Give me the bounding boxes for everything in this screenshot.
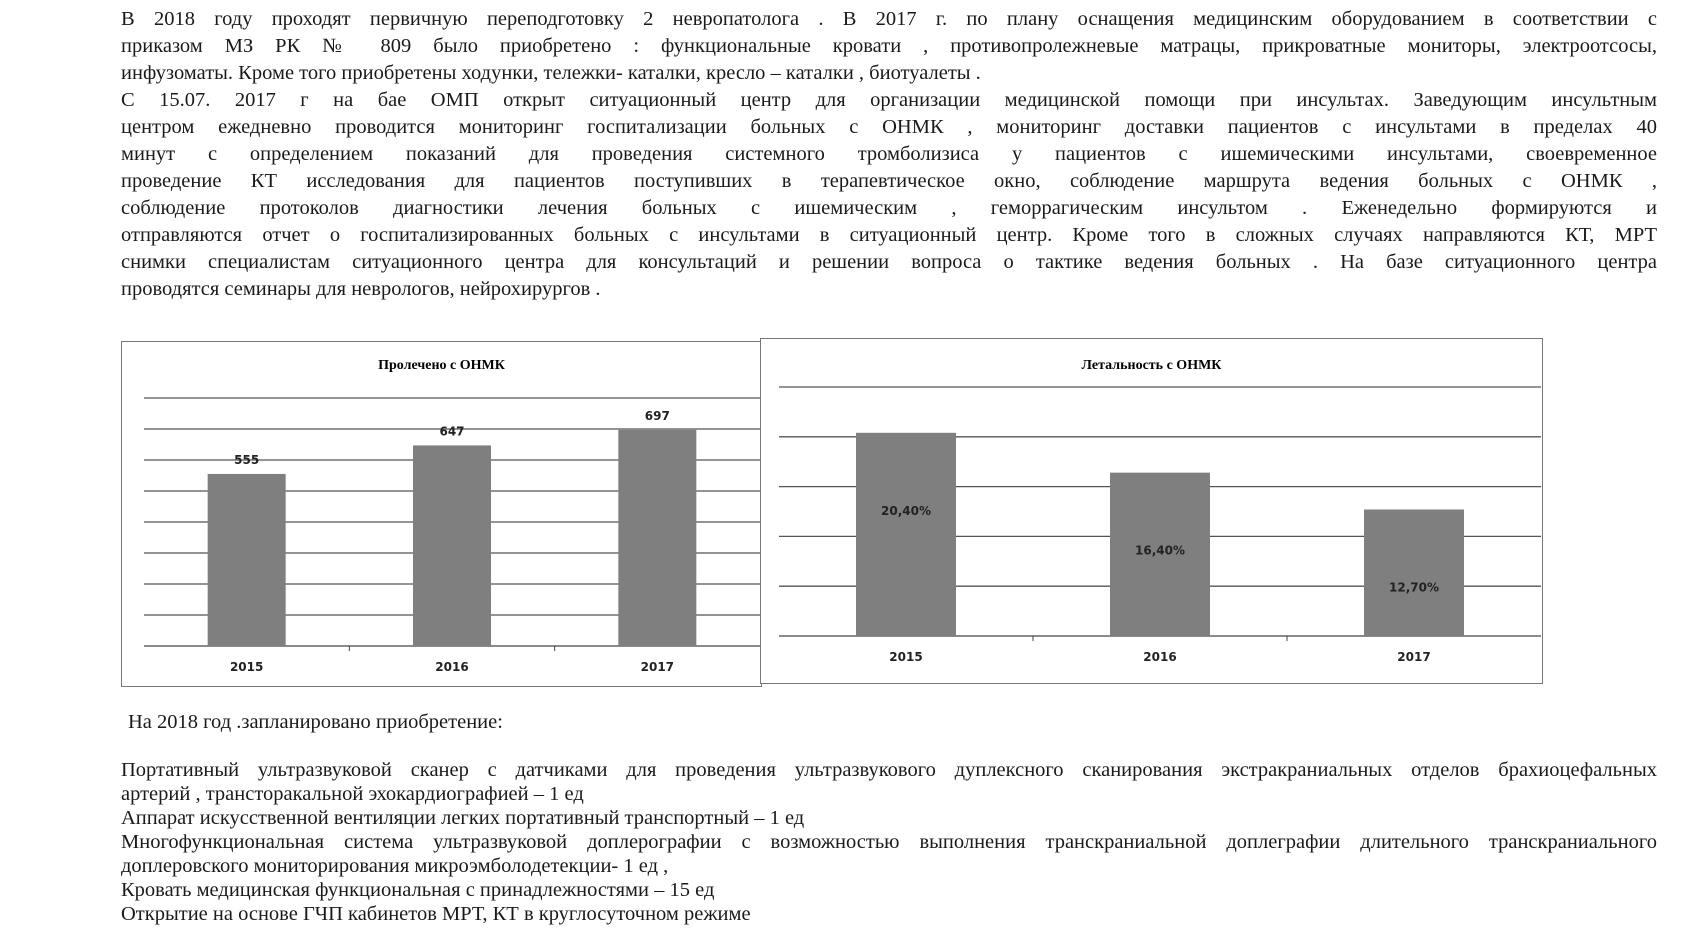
plan-item-line: Открытие на основе ГЧП кабинетов МРТ, КТ…: [121, 903, 751, 925]
chart-svg: Летальность с ОНМК 20,40% 2015 16,40% 2016 12…: [779, 358, 1541, 664]
paragraph-line: минут с определением показаний для прове…: [121, 143, 1657, 165]
plan-item: Портативный ультразвуковой сканер с датч…: [121, 758, 1657, 806]
paragraph-line: приказом МЗ РК № 809 было приобретено : …: [121, 35, 1657, 57]
bar: [618, 429, 697, 646]
bar: [207, 473, 286, 646]
plan-item-line: Портативный ультразвуковой сканер с датч…: [121, 759, 1657, 781]
paragraph-line: проводятся семинары для неврологов, нейр…: [121, 278, 601, 300]
data-label: 20,40%: [881, 504, 931, 518]
plan-item-line: артерий , трансторакальной эхокардиограф…: [121, 783, 584, 805]
bar: [856, 432, 956, 636]
data-label: 697: [645, 409, 670, 423]
bar: [1110, 472, 1210, 636]
plan-item: Аппарат искусственной вентиляции легких …: [121, 806, 1657, 830]
chart-title: Пролечено с ОНМК: [378, 358, 506, 373]
paragraph-line: В 2018 году проходят первичную переподго…: [121, 8, 1657, 30]
plan-item-line: Аппарат искусственной вентиляции легких …: [121, 807, 805, 829]
paragraph-line: проведение КТ исследования для пациентов…: [121, 170, 1657, 192]
x-tick-label: 2015: [889, 650, 922, 664]
x-tick-label: 2016: [1143, 650, 1176, 664]
paragraph-line: центром ежедневно проводится мониторинг …: [121, 116, 1657, 138]
data-label: 647: [439, 424, 464, 438]
plan-item: Открытие на основе ГЧП кабинетов МРТ, КТ…: [121, 902, 1657, 926]
plan-item-line: Кровать медицинская функциональная с при…: [121, 879, 715, 901]
data-label: 555: [234, 453, 259, 467]
chart-svg: Пролечено с ОНМК 555 2015 647 2016 697 2017: [144, 358, 760, 674]
plan-heading: На 2018 год .запланировано приобретение:: [128, 711, 503, 733]
x-tick-label: 2016: [435, 660, 468, 674]
bar: [413, 445, 491, 646]
x-tick-label: 2017: [641, 660, 674, 674]
chart-title: Летальность с ОНМК: [1082, 358, 1223, 373]
x-tick-label: 2017: [1397, 650, 1430, 664]
bar: [1364, 509, 1464, 636]
paragraph-line: инфузоматы. Кроме того приобретены ходун…: [121, 62, 981, 84]
paragraph-line: С 15.07. 2017 г на бае ОМП открыт ситуац…: [121, 89, 1657, 111]
plan-item-line: Многофункциональная система ультразвуков…: [121, 831, 1657, 853]
paragraph-line: снимки специалистам ситуационного центра…: [121, 251, 1657, 273]
x-tick-label: 2015: [230, 660, 263, 674]
chart-treated-stroke: Пролечено с ОНМК 555 2015 647 2016 697 2017: [121, 341, 762, 687]
paragraph-intro: В 2018 году проходят первичную переподго…: [121, 6, 1657, 303]
plan-item-line: доплеровского мониторирования микроэмбол…: [121, 855, 669, 877]
paragraph-line: соблюдение протоколов диагностики лечени…: [121, 197, 1657, 219]
plan-item: Кровать медицинская функциональная с при…: [121, 878, 1657, 902]
plan-list: Портативный ультразвуковой сканер с датч…: [121, 758, 1657, 926]
data-label: 16,40%: [1135, 544, 1185, 558]
data-label: 12,70%: [1389, 581, 1439, 595]
plan-item: Многофункциональная система ультразвуков…: [121, 830, 1657, 878]
paragraph-line: отправляются отчет о госпитализированных…: [121, 224, 1657, 246]
chart-mortality-stroke: Летальность с ОНМК 20,40% 2015 16,40% 2016 12…: [760, 338, 1543, 684]
